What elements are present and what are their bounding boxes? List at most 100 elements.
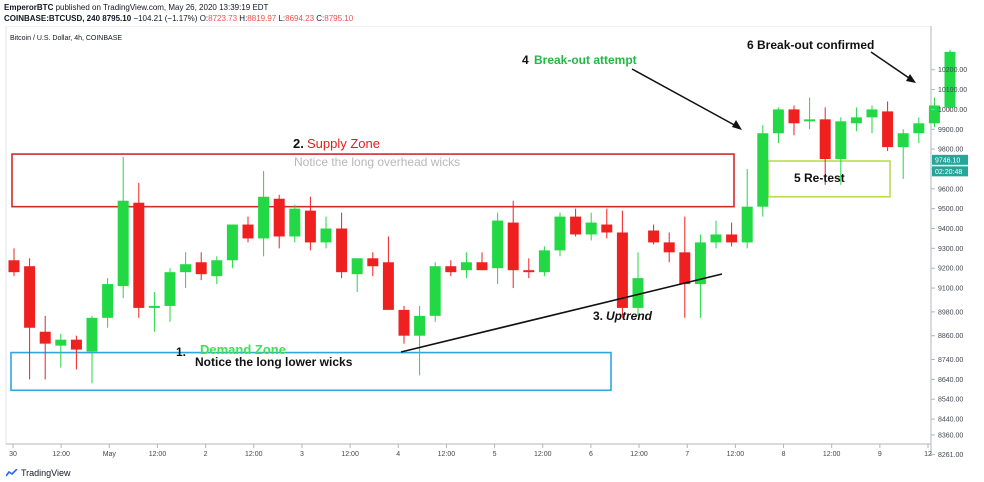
candle[interactable]: [492, 212, 504, 285]
x-tick-label: May: [103, 451, 117, 458]
candle[interactable]: [835, 117, 847, 185]
candle[interactable]: [648, 224, 660, 245]
candle[interactable]: [928, 97, 940, 128]
candle-body: [601, 224, 613, 233]
candle[interactable]: [382, 236, 394, 310]
candle[interactable]: [788, 105, 800, 136]
tradingview-logo-icon: [6, 469, 18, 477]
high-label: H:: [239, 14, 248, 23]
candle[interactable]: [897, 129, 909, 179]
y-tick-label: 10200.00: [938, 67, 967, 74]
publish-meta: published on TradingView.com, May 26, 20…: [53, 3, 269, 12]
candle[interactable]: [351, 258, 363, 293]
candle[interactable]: [414, 305, 426, 376]
candle-body: [226, 224, 238, 261]
candle[interactable]: [398, 305, 410, 344]
candle[interactable]: [55, 333, 67, 368]
candle[interactable]: [819, 107, 831, 185]
breakout-attempt-arrowhead: [732, 120, 742, 130]
candle-body: [367, 258, 379, 267]
x-tick-label: 30: [9, 451, 17, 458]
author-name[interactable]: EmperorBTC: [4, 3, 54, 12]
candle[interactable]: [117, 157, 129, 298]
candle[interactable]: [726, 222, 738, 247]
y-tick-label: 9200.00: [938, 266, 963, 273]
candlestick-chart[interactable]: Bitcoin / U.S. Dollar, 4h, COINBASE 1020…: [0, 26, 984, 462]
candle[interactable]: [616, 210, 628, 318]
y-tick-label: 9600.00: [938, 186, 963, 193]
y-tick-label: 9300.00: [938, 246, 963, 253]
candle[interactable]: [554, 212, 566, 257]
x-tick-label: 12:00: [245, 451, 263, 458]
candle[interactable]: [304, 196, 316, 251]
chart-title: Bitcoin / U.S. Dollar, 4h, COINBASE: [10, 35, 122, 42]
symbol-quote-line: COINBASE:BTCUSD, 240 8795.10 −104.21 (−1…: [4, 13, 353, 24]
candle[interactable]: [850, 107, 862, 132]
candle[interactable]: [273, 194, 285, 249]
candle[interactable]: [632, 252, 644, 316]
candle[interactable]: [866, 105, 878, 134]
candle[interactable]: [804, 97, 816, 130]
candle[interactable]: [211, 256, 223, 285]
demand-zone-note: Notice the long lower wicks: [195, 355, 353, 369]
candle[interactable]: [429, 262, 441, 322]
tradingview-footer[interactable]: TradingView: [6, 468, 71, 478]
candle-body: [117, 200, 129, 287]
candle[interactable]: [367, 252, 379, 277]
open-value: 8723.73: [208, 14, 238, 23]
candle[interactable]: [226, 224, 238, 269]
candle[interactable]: [445, 260, 457, 277]
candle[interactable]: [772, 107, 784, 144]
candle-body: [882, 111, 894, 148]
candle[interactable]: [507, 200, 519, 289]
demand-zone-title: Demand Zone: [200, 342, 286, 357]
candle[interactable]: [476, 252, 488, 271]
candle[interactable]: [102, 278, 114, 328]
candle[interactable]: [133, 182, 145, 318]
candle-body: [8, 260, 20, 273]
candle-body: [570, 216, 582, 235]
candle[interactable]: [523, 258, 535, 279]
candle[interactable]: [585, 212, 597, 241]
y-tick-label: 8540.00: [938, 397, 963, 404]
candle[interactable]: [663, 232, 675, 263]
candle[interactable]: [24, 258, 36, 380]
x-tick-label: 4: [396, 451, 400, 458]
candle-body: [928, 105, 940, 124]
candle-body: [694, 242, 706, 285]
candle[interactable]: [710, 220, 722, 249]
candle[interactable]: [289, 204, 301, 243]
low-value: 8694.23: [285, 14, 315, 23]
candle[interactable]: [601, 208, 613, 239]
y-tick-label: 10000.00: [938, 107, 967, 114]
chart-header: EmperorBTC published on TradingView.com,…: [4, 2, 353, 24]
candle[interactable]: [882, 101, 894, 152]
price-label-text: 9746.10: [935, 157, 960, 164]
candle[interactable]: [180, 252, 192, 289]
candle[interactable]: [741, 168, 753, 249]
candle[interactable]: [694, 234, 706, 318]
candle[interactable]: [164, 268, 176, 322]
candle[interactable]: [460, 252, 472, 279]
candle[interactable]: [570, 208, 582, 237]
candle[interactable]: [258, 170, 270, 257]
candle-body: [258, 196, 270, 239]
candle[interactable]: [195, 252, 207, 281]
candle[interactable]: [148, 292, 160, 332]
candle[interactable]: [242, 216, 254, 243]
candle[interactable]: [679, 216, 691, 318]
supply-zone-number: 2.: [293, 136, 304, 151]
candle[interactable]: [320, 216, 332, 249]
candle[interactable]: [944, 49, 956, 112]
candle[interactable]: [39, 315, 51, 380]
candle[interactable]: [70, 335, 82, 370]
candle[interactable]: [538, 246, 550, 277]
candle[interactable]: [336, 212, 348, 279]
candle[interactable]: [757, 125, 769, 217]
price-label-text: 02:20:48: [935, 169, 962, 176]
candle[interactable]: [913, 117, 925, 144]
candle[interactable]: [8, 248, 20, 277]
candle-body: [398, 309, 410, 336]
candle-body: [616, 232, 628, 308]
candle[interactable]: [86, 315, 98, 384]
